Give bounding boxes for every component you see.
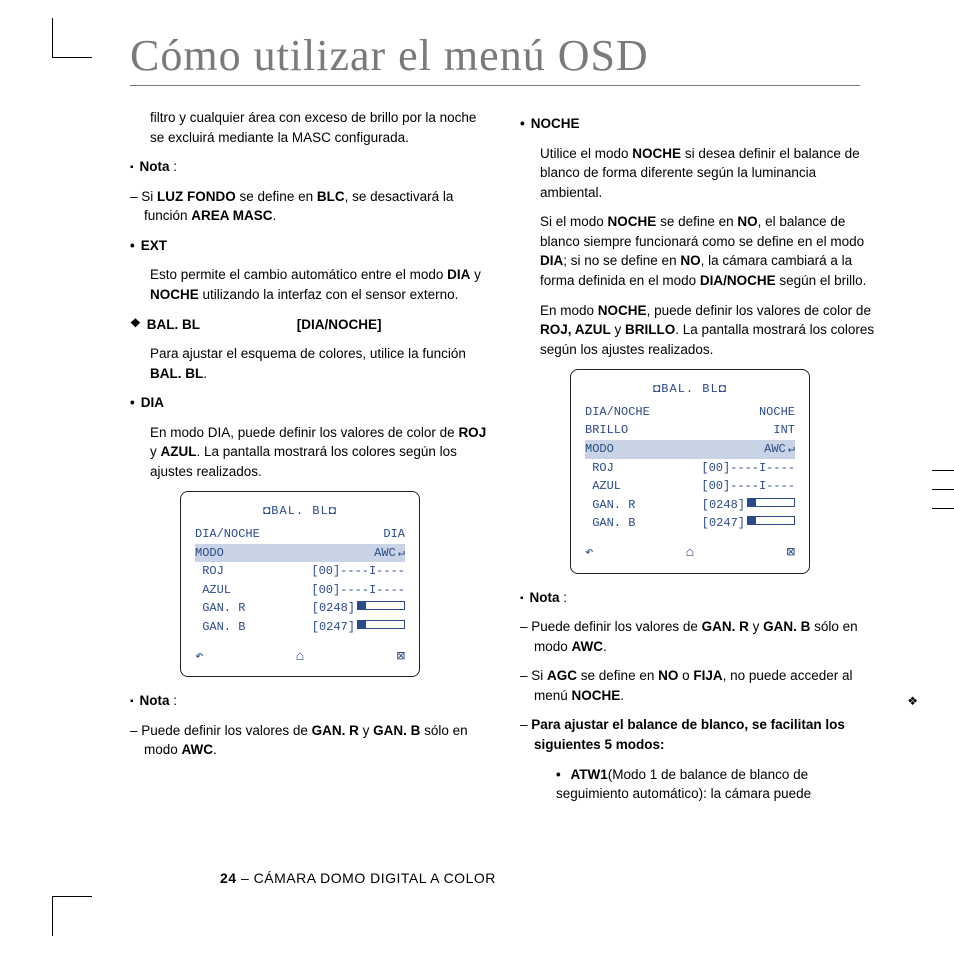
osd1-row: ROJ[00]----I----: [195, 562, 405, 581]
osd2-row: DIA/NOCHENOCHE: [585, 403, 795, 422]
nota-r1: Puede definir los valores de GAN. R y GA…: [520, 617, 880, 656]
home-icon: ⌂: [686, 543, 694, 565]
ext-heading: EXT: [130, 236, 490, 256]
atw1-item: ATW1(Modo 1 de balance de blanco de segu…: [520, 765, 880, 804]
osd2-row: GAN. B[0247]: [585, 514, 795, 533]
home-icon: ⌂: [296, 647, 304, 669]
osd2-row: BRILLOINT: [585, 421, 795, 440]
osd1-row: AZUL[00]----I----: [195, 581, 405, 600]
nota-2-heading: Nota :: [130, 691, 490, 711]
modes-intro: Para ajustar el balance de blanco, se fa…: [520, 715, 880, 754]
nota-r-heading: Nota :: [520, 588, 880, 608]
nota-2-text: Puede definir los valores de GAN. R y GA…: [130, 721, 490, 760]
crop-mark-bottom-left: [52, 896, 92, 936]
two-column-layout: filtro y cualquier área con exceso de br…: [130, 108, 880, 814]
osd2-title: ◘BAL. BL◘: [585, 380, 795, 399]
footer-text: – CÁMARA DOMO DIGITAL A COLOR: [237, 870, 496, 886]
osd-panel-dia: ◘BAL. BL◘ DIA/NOCHEDIA MODOAWC ROJ[00]--…: [180, 491, 420, 677]
ext-text: Esto permite el cambio automático entre …: [130, 265, 490, 304]
page-number: 24: [220, 870, 237, 886]
balbl-text: Para ajustar el esquema de colores, util…: [130, 344, 490, 383]
crop-mark-top-left: [52, 18, 92, 58]
osd1-row: DIA/NOCHEDIA: [195, 525, 405, 544]
close-icon: ⊠: [397, 647, 405, 669]
osd1-icon-row: ↶ ⌂ ⊠: [195, 647, 405, 669]
osd2-row: AZUL[00]----I----: [585, 477, 795, 496]
osd1-row: GAN. B[0247]: [195, 618, 405, 637]
intro-paragraph: filtro y cualquier área con exceso de br…: [130, 108, 490, 147]
osd-panel-noche: ◘BAL. BL◘ DIA/NOCHENOCHE BRILLOINT MODOA…: [570, 369, 810, 573]
osd1-row: GAN. R[0248]: [195, 599, 405, 618]
back-icon: ↶: [195, 647, 203, 669]
page-footer: 24 – CÁMARA DOMO DIGITAL A COLOR: [220, 870, 496, 886]
dia-heading: DIA: [130, 393, 490, 413]
page-title: Cómo utilizar el menú OSD: [130, 30, 860, 86]
osd2-row-highlight: MODOAWC: [585, 440, 795, 459]
noche-p3: En modo NOCHE, puede definir los valores…: [520, 301, 880, 360]
noche-heading: NOCHE: [520, 114, 880, 134]
nota-1-text: Si LUZ FONDO se define en BLC, se desact…: [130, 187, 490, 226]
page-body: Cómo utilizar el menú OSD filtro y cualq…: [90, 30, 880, 920]
right-trim-marks: [932, 470, 954, 509]
nota-r2: Si AGC se define en NO o FIJA, no puede …: [520, 666, 880, 705]
osd1-row-highlight: MODOAWC: [195, 544, 405, 563]
osd2-row: GAN. R[0248]: [585, 496, 795, 515]
osd2-icon-row: ↶ ⌂ ⊠: [585, 543, 795, 565]
left-column: filtro y cualquier área con exceso de br…: [130, 108, 490, 814]
right-column: NOCHE Utilice el modo NOCHE si desea def…: [520, 108, 880, 814]
nota-1-heading: Nota :: [130, 157, 490, 177]
osd1-title: ◘BAL. BL◘: [195, 502, 405, 521]
right-diamond-mark: ❖: [907, 694, 918, 708]
noche-p2: Si el modo NOCHE se define en NO, el bal…: [520, 212, 880, 290]
dia-text: En modo DIA, puede definir los valores d…: [130, 423, 490, 482]
back-icon: ↶: [585, 543, 593, 565]
close-icon: ⊠: [787, 543, 795, 565]
noche-p1: Utilice el modo NOCHE si desea definir e…: [520, 144, 880, 203]
balbl-heading: BAL. BL [DIA/NOCHE]: [130, 315, 490, 335]
osd2-row: ROJ[00]----I----: [585, 459, 795, 478]
